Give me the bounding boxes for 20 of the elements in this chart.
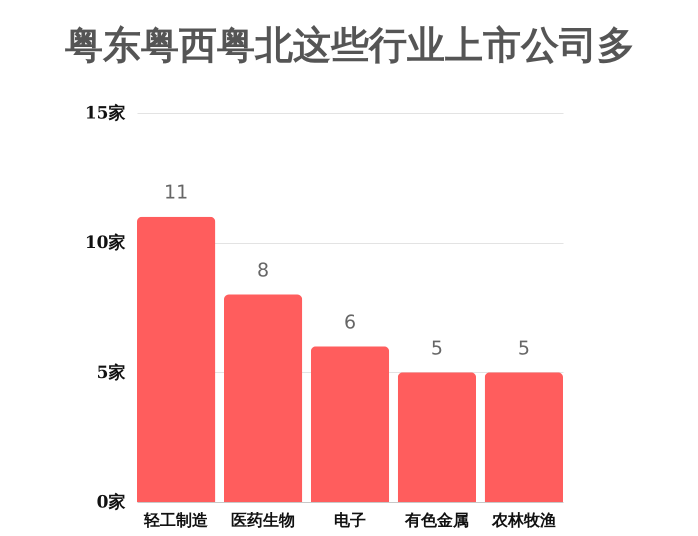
bar [224,294,302,502]
y-tick-label: 0家 [96,492,126,512]
bar [484,372,563,502]
y-tick-label: 15家 [84,104,126,124]
x-tick-label: 电子 [334,510,366,530]
x-tick-label: 医药生物 [231,510,296,530]
data-label: 5 [430,337,443,360]
x-tick-label: 农林牧渔 [490,510,556,530]
data-label: 5 [518,337,530,360]
bar [310,346,390,502]
bar [398,372,476,502]
bar [137,216,216,502]
data-label: 8 [257,260,270,282]
chart-title: 粤东粤西粤北这些行业上市公司多 [65,22,635,67]
x-tick-label: 轻工制造 [143,510,210,530]
data-label: 6 [344,311,356,334]
x-tick-label: 有色金属 [404,510,469,530]
y-tick-label: 10家 [84,233,126,254]
y-tick-label: 5家 [96,362,126,383]
data-label: 11 [164,182,188,204]
